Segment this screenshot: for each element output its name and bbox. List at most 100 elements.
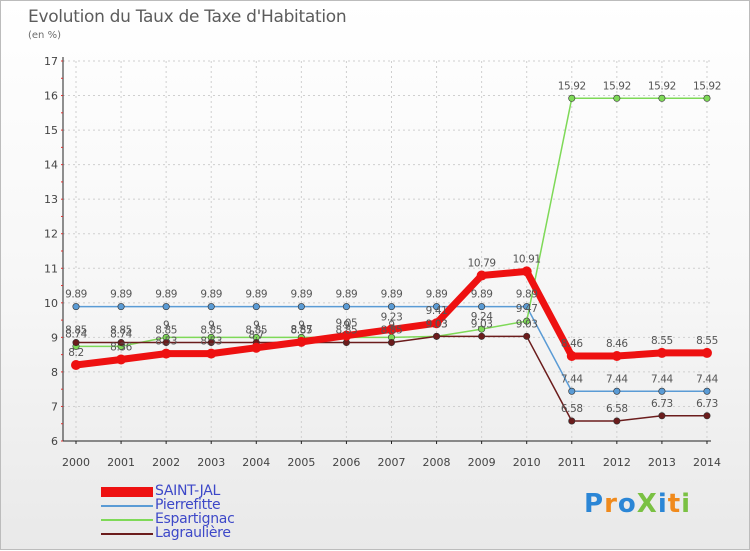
data-label-lagrauli-re-2007: 8.85 bbox=[381, 325, 403, 337]
data-label-saint-jal-2000: 8.2 bbox=[68, 347, 84, 359]
point-espartignac-2013 bbox=[658, 94, 666, 102]
chart-subtitle: (en %) bbox=[28, 30, 61, 41]
data-label-pierrefitte-2005: 9.89 bbox=[290, 289, 312, 301]
point-saint-jal-2002 bbox=[161, 348, 172, 359]
data-label-espartignac-2014: 15.92 bbox=[693, 80, 721, 92]
data-label-lagrauli-re-2013: 6.73 bbox=[651, 398, 673, 410]
data-label-espartignac-2003: 9 bbox=[208, 319, 214, 331]
point-pierrefitte-2014 bbox=[703, 387, 711, 395]
point-pierrefitte-2005 bbox=[297, 303, 305, 311]
data-label-espartignac-2004: 9 bbox=[253, 319, 259, 331]
data-label-saint-jal-2007: 9.23 bbox=[381, 311, 403, 323]
data-label-espartignac-2006: 9 bbox=[343, 319, 349, 331]
point-pierrefitte-2006 bbox=[342, 303, 350, 311]
logo-letter: o bbox=[617, 489, 637, 519]
y-tick-label-15: 15 bbox=[44, 124, 58, 137]
y-tick-label-9: 9 bbox=[51, 331, 58, 344]
data-label-pierrefitte-2000: 9.89 bbox=[65, 289, 87, 301]
legend-label-espartignac: Espartignac bbox=[155, 511, 235, 527]
data-label-saint-jal-2003: 8.53 bbox=[200, 336, 222, 348]
data-label-espartignac-2001: 8.74 bbox=[110, 328, 132, 340]
data-label-saint-jal-2011: 8.46 bbox=[561, 338, 583, 350]
data-label-pierrefitte-2007: 9.89 bbox=[381, 289, 403, 301]
point-pierrefitte-2003 bbox=[207, 303, 215, 311]
data-label-saint-jal-2005: 8.87 bbox=[290, 324, 312, 336]
data-label-espartignac-2013: 15.92 bbox=[648, 80, 676, 92]
x-tick-label-2004: 2004 bbox=[242, 456, 270, 469]
data-label-lagrauli-re-2001: 8.85 bbox=[110, 325, 132, 337]
legend-swatch-pierrefitte bbox=[101, 505, 153, 507]
point-saint-jal-2014 bbox=[701, 347, 712, 358]
x-tick-label-2002: 2002 bbox=[152, 456, 180, 469]
x-tick-label-2006: 2006 bbox=[332, 456, 360, 469]
point-espartignac-2014 bbox=[703, 94, 711, 102]
point-espartignac-2010 bbox=[523, 317, 531, 325]
x-tick-label-2014: 2014 bbox=[693, 456, 721, 469]
point-lagrauli-re-2001 bbox=[117, 339, 125, 347]
point-saint-jal-2012 bbox=[611, 351, 622, 362]
data-label-saint-jal-2010: 10.91 bbox=[513, 253, 541, 265]
data-label-pierrefitte-2010: 9.89 bbox=[516, 289, 538, 301]
data-label-saint-jal-2001: 8.36 bbox=[110, 341, 132, 353]
x-tick-label-2005: 2005 bbox=[287, 456, 315, 469]
y-tick-label-13: 13 bbox=[44, 193, 58, 206]
point-pierrefitte-2012 bbox=[613, 387, 621, 395]
data-label-espartignac-2005: 9 bbox=[298, 319, 304, 331]
data-label-espartignac-2000: 8.74 bbox=[65, 328, 87, 340]
data-label-espartignac-2009: 9.24 bbox=[471, 311, 493, 323]
x-tick-label-2012: 2012 bbox=[603, 456, 631, 469]
point-saint-jal-2008 bbox=[431, 318, 442, 329]
point-saint-jal-2000 bbox=[71, 360, 81, 370]
data-label-lagrauli-re-2006: 8.85 bbox=[336, 325, 358, 337]
point-espartignac-2009 bbox=[478, 325, 486, 333]
point-lagrauli-re-2014 bbox=[703, 412, 711, 420]
point-lagrauli-re-2008 bbox=[433, 332, 441, 340]
data-label-pierrefitte-2003: 9.89 bbox=[200, 289, 222, 301]
data-label-pierrefitte-2011: 7.44 bbox=[561, 373, 583, 385]
data-label-lagrauli-re-2009: 9.03 bbox=[471, 318, 493, 330]
point-pierrefitte-2002 bbox=[162, 303, 170, 311]
data-label-espartignac-2012: 15.92 bbox=[603, 80, 631, 92]
data-label-pierrefitte-2001: 9.89 bbox=[110, 289, 132, 301]
data-label-saint-jal-2012: 8.46 bbox=[606, 338, 628, 350]
point-lagrauli-re-2011 bbox=[568, 417, 576, 425]
data-label-saint-jal-2006: 9.05 bbox=[336, 318, 358, 330]
point-saint-jal-2005 bbox=[296, 336, 307, 347]
logo-letter: r bbox=[604, 489, 618, 519]
data-label-pierrefitte-2004: 9.89 bbox=[245, 289, 267, 301]
point-pierrefitte-2011 bbox=[568, 387, 576, 395]
data-label-pierrefitte-2012: 7.44 bbox=[606, 373, 628, 385]
point-pierrefitte-2000 bbox=[72, 303, 80, 311]
data-label-lagrauli-re-2012: 6.58 bbox=[606, 403, 628, 415]
point-saint-jal-2010 bbox=[521, 266, 532, 277]
data-label-espartignac-2011: 15.92 bbox=[558, 80, 586, 92]
y-tick-label-6: 6 bbox=[51, 435, 58, 448]
point-lagrauli-re-2009 bbox=[478, 332, 486, 340]
point-pierrefitte-2001 bbox=[117, 303, 125, 311]
data-label-lagrauli-re-2005: 8.85 bbox=[290, 325, 312, 337]
point-lagrauli-re-2002 bbox=[162, 339, 170, 347]
point-pierrefitte-2004 bbox=[252, 303, 260, 311]
logo-letter: t bbox=[667, 489, 682, 519]
point-pierrefitte-2009 bbox=[478, 303, 486, 311]
point-lagrauli-re-2013 bbox=[658, 412, 666, 420]
data-label-saint-jal-2013: 8.55 bbox=[651, 335, 673, 347]
point-lagrauli-re-2000 bbox=[72, 339, 80, 347]
data-label-espartignac-2002: 9 bbox=[163, 319, 169, 331]
y-tick-label-11: 11 bbox=[44, 262, 58, 275]
point-lagrauli-re-2003 bbox=[207, 339, 215, 347]
y-tick-label-10: 10 bbox=[44, 297, 58, 310]
point-saint-jal-2011 bbox=[566, 351, 577, 362]
data-label-lagrauli-re-2003: 8.85 bbox=[200, 325, 222, 337]
legend-label-pierrefitte: Pierrefitte bbox=[155, 497, 221, 513]
data-label-lagrauli-re-2010: 9.03 bbox=[516, 318, 538, 330]
y-tick-label-7: 7 bbox=[51, 400, 58, 413]
point-espartignac-2012 bbox=[613, 94, 621, 102]
point-espartignac-2011 bbox=[568, 94, 576, 102]
logo-letter: i bbox=[657, 489, 668, 519]
data-label-pierrefitte-2006: 9.89 bbox=[336, 289, 358, 301]
data-label-saint-jal-2009: 10.79 bbox=[468, 258, 496, 270]
y-tick-label-8: 8 bbox=[51, 366, 58, 379]
logo-letter: P bbox=[584, 489, 605, 519]
